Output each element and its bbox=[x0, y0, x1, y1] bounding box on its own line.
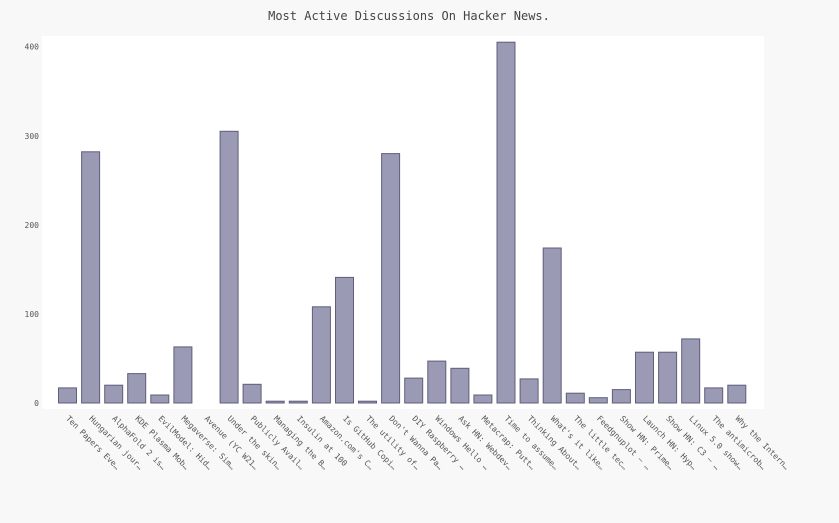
bar[interactable] bbox=[473, 394, 493, 404]
bars bbox=[58, 41, 747, 404]
bar[interactable] bbox=[127, 373, 147, 404]
bar[interactable] bbox=[565, 392, 585, 404]
chart-title: Most Active Discussions On Hacker News. bbox=[268, 9, 550, 23]
bar[interactable] bbox=[404, 377, 424, 404]
bar[interactable] bbox=[635, 351, 654, 404]
bar[interactable] bbox=[611, 389, 631, 404]
y-tick-label: 0 bbox=[34, 399, 39, 408]
y-axis: 0 100 200 300 400 bbox=[25, 43, 40, 408]
bar[interactable] bbox=[288, 400, 308, 404]
y-tick-label: 300 bbox=[25, 132, 40, 141]
bar[interactable] bbox=[658, 351, 678, 404]
bar[interactable] bbox=[358, 400, 377, 404]
bar[interactable] bbox=[265, 400, 285, 404]
y-tick-label: 200 bbox=[25, 221, 40, 230]
bar[interactable] bbox=[335, 276, 354, 404]
bar[interactable] bbox=[704, 387, 724, 404]
bar[interactable] bbox=[427, 360, 447, 404]
bar[interactable] bbox=[150, 394, 170, 404]
bar[interactable] bbox=[81, 151, 101, 404]
bar[interactable] bbox=[58, 387, 77, 404]
bar[interactable] bbox=[381, 153, 401, 404]
bar[interactable] bbox=[542, 247, 562, 404]
x-axis: Ten Papers Eve…Hungarian jour…AlphaFold … bbox=[64, 414, 791, 472]
bar[interactable] bbox=[311, 306, 331, 404]
bar[interactable] bbox=[450, 367, 470, 404]
bar[interactable] bbox=[242, 383, 262, 404]
y-tick-label: 400 bbox=[25, 43, 40, 52]
bar[interactable] bbox=[173, 346, 193, 404]
bar[interactable] bbox=[219, 130, 239, 404]
bar[interactable] bbox=[519, 378, 539, 404]
bar[interactable] bbox=[104, 384, 124, 404]
plot-area bbox=[42, 36, 764, 409]
bar[interactable] bbox=[681, 338, 701, 404]
bar[interactable] bbox=[496, 41, 516, 404]
y-tick-label: 100 bbox=[25, 310, 40, 319]
bar[interactable] bbox=[588, 397, 608, 404]
bar[interactable] bbox=[727, 384, 747, 404]
